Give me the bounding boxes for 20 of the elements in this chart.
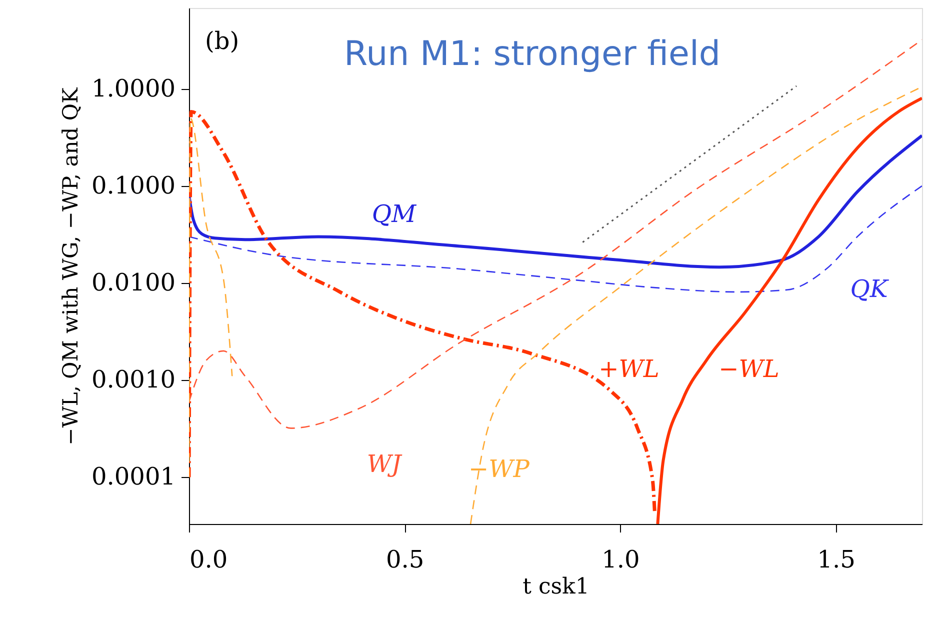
series-label: WJ [366,450,403,478]
y-tick-label: 1.0000 [92,74,176,102]
y-tick-label: 0.0001 [92,462,176,491]
y-axis-title: −WL, QM with WG, −WP, and QK [58,87,83,446]
y-tick-label: 0.0100 [92,268,176,297]
series-label: −WP [468,455,530,483]
y-tick-label: 0.0010 [92,366,176,394]
x-tick-label: 0.0 [190,546,228,574]
x-axis-title: t csk1 [522,574,590,600]
series-label: QM [372,200,418,228]
text: Run M1: stronger field [344,34,721,74]
line-series [189,134,922,269]
y-tick-label: 0.1000 [92,171,176,200]
x-tick-label: 0.5 [386,546,424,574]
series-label: −WL [718,355,780,383]
series-label: +WL [598,355,660,383]
annotation: (b) [205,27,240,55]
series-label: QK [850,275,890,303]
x-tick-label: 1.5 [817,546,856,574]
x-tick-label: 1.0 [602,546,640,574]
